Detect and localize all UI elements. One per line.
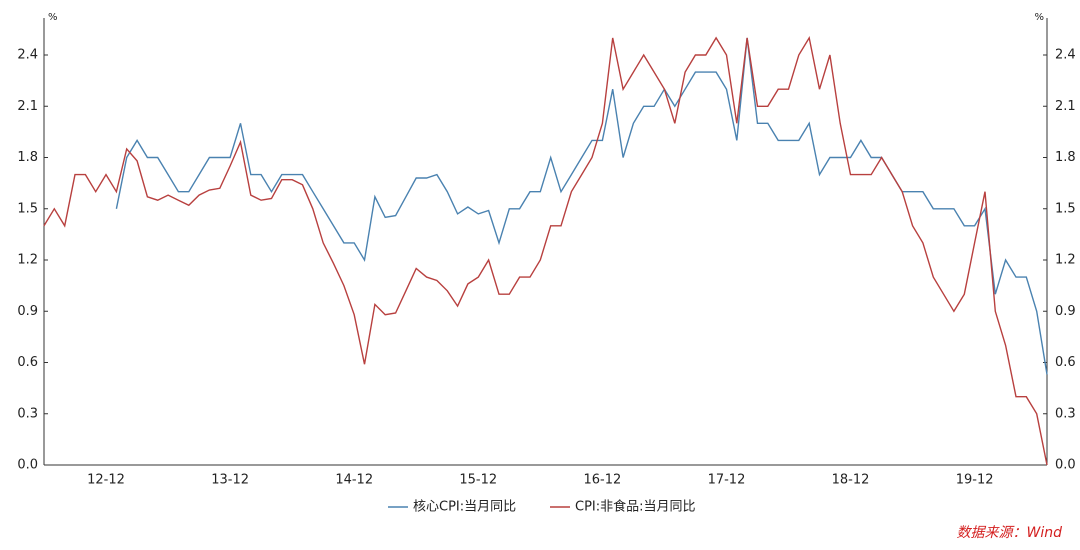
x-tick-label: 19-12 (956, 473, 994, 488)
y-tick-label: 2.1 (17, 99, 38, 114)
legend-label: 核心CPI:当月同比 (413, 500, 516, 515)
y-tick-label: 1.8 (17, 150, 38, 165)
x-tick-label: 18-12 (832, 473, 870, 488)
x-tick-label: 14-12 (335, 473, 373, 488)
y2-tick-label: 0.0 (1055, 458, 1076, 473)
y-tick-label: 0.3 (17, 406, 38, 421)
y-tick-label: 0.0 (17, 458, 38, 473)
y2-tick-label: 1.2 (1055, 253, 1076, 268)
y2-tick-label: 2.4 (1055, 48, 1076, 63)
y2-unit: % (1034, 12, 1044, 23)
y2-tick-label: 1.5 (1055, 201, 1076, 216)
y2-tick-label: 0.6 (1055, 355, 1076, 370)
legend-label: CPI:非食品:当月同比 (575, 499, 696, 515)
source: 数据来源：Wind (957, 525, 1063, 541)
series-line (43, 36, 1048, 466)
y2-tick-label: 0.9 (1055, 304, 1076, 319)
y2-tick-label: 0.3 (1055, 406, 1076, 421)
x-tick-label: 17-12 (708, 473, 746, 488)
x-tick-label: 15-12 (459, 473, 497, 488)
y-unit: % (48, 12, 58, 23)
y-tick-label: 1.2 (17, 253, 38, 268)
x-tick-label: 13-12 (211, 473, 249, 488)
y-tick-label: 1.5 (17, 201, 38, 216)
y-tick-label: 0.6 (17, 355, 38, 370)
y-tick-label: 2.4 (17, 48, 38, 63)
y-tick-label: 0.9 (17, 304, 38, 319)
y2-tick-label: 2.1 (1055, 99, 1076, 114)
y2-tick-label: 1.8 (1055, 150, 1076, 165)
series-line (115, 37, 1048, 375)
x-tick-label: 12-12 (87, 473, 125, 488)
x-tick-label: 16-12 (583, 473, 621, 488)
